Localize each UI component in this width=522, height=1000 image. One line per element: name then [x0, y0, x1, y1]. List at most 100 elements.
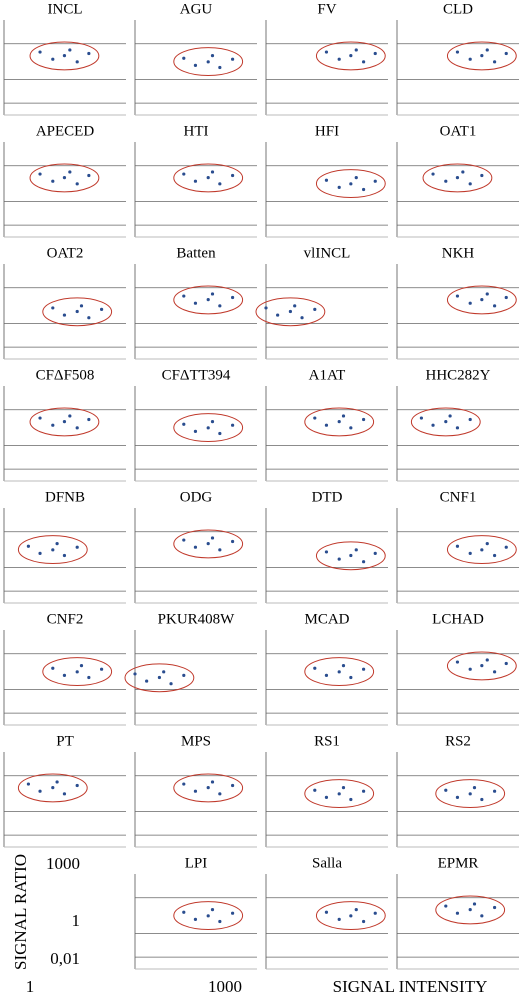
- y-tick-label: 1: [72, 911, 81, 930]
- data-point: [349, 182, 353, 186]
- panel-title: MPS: [181, 733, 211, 749]
- cluster-ellipse: [410, 407, 481, 437]
- panel-title: AGU: [180, 1, 213, 17]
- cluster-ellipse: [173, 413, 244, 442]
- x-tick-label: 1: [26, 977, 35, 996]
- panel-title: ODG: [180, 489, 213, 505]
- data-point: [341, 664, 346, 668]
- panel-title: CLD: [443, 1, 473, 17]
- data-point: [337, 670, 341, 674]
- cluster-ellipse: [29, 163, 100, 193]
- panel-title: OAT2: [47, 245, 84, 261]
- data-point: [68, 48, 72, 52]
- data-point: [493, 789, 497, 793]
- data-point: [206, 298, 210, 302]
- data-point: [68, 414, 72, 418]
- data-point: [169, 682, 173, 686]
- data-point: [504, 51, 508, 56]
- data-point: [485, 658, 489, 662]
- data-point: [362, 789, 366, 793]
- data-point: [182, 910, 186, 914]
- data-point: [68, 170, 72, 174]
- data-point: [26, 782, 30, 786]
- data-point: [324, 423, 329, 427]
- data-point: [504, 295, 508, 300]
- data-point: [51, 57, 55, 61]
- data-point: [373, 51, 377, 56]
- data-point: [51, 179, 55, 183]
- data-point: [324, 178, 329, 182]
- data-point: [300, 316, 304, 320]
- data-point: [431, 423, 435, 427]
- data-point: [87, 173, 91, 178]
- y-axis-label: SIGNAL RATIO: [11, 854, 30, 970]
- data-point: [324, 550, 329, 554]
- data-point: [206, 176, 210, 180]
- data-point: [455, 294, 460, 298]
- data-point: [162, 670, 166, 674]
- cluster-ellipse: [446, 651, 517, 681]
- data-point: [75, 60, 79, 64]
- data-point: [349, 426, 353, 430]
- data-point: [444, 420, 448, 424]
- data-point: [480, 298, 484, 302]
- data-point: [480, 173, 484, 178]
- data-point: [210, 420, 215, 424]
- data-point: [493, 670, 497, 674]
- data-point: [100, 307, 104, 312]
- data-point: [51, 786, 55, 790]
- data-point: [210, 54, 215, 58]
- data-point: [75, 783, 79, 788]
- data-point: [455, 50, 460, 54]
- data-point: [373, 551, 377, 556]
- cluster-ellipse: [304, 407, 375, 437]
- data-point: [337, 557, 341, 561]
- data-point: [55, 780, 59, 784]
- data-point: [75, 309, 79, 314]
- data-point: [444, 179, 448, 183]
- data-point: [38, 789, 42, 793]
- panel-title: EPMR: [438, 855, 479, 871]
- cluster-ellipse: [29, 41, 100, 71]
- data-point: [231, 423, 235, 427]
- data-point: [231, 295, 235, 300]
- data-point: [38, 551, 42, 556]
- data-point: [193, 789, 198, 793]
- data-point: [51, 666, 55, 670]
- data-point: [182, 673, 186, 678]
- data-point: [349, 914, 353, 918]
- data-point: [362, 187, 366, 192]
- cluster-ellipse: [304, 779, 375, 808]
- data-point: [75, 545, 79, 549]
- data-point: [51, 548, 55, 552]
- data-point: [55, 542, 59, 546]
- data-point: [480, 664, 484, 668]
- data-point: [468, 792, 472, 796]
- data-point: [38, 50, 42, 54]
- cluster-ellipse: [315, 169, 386, 198]
- cluster-ellipse: [173, 773, 244, 803]
- data-point: [293, 304, 297, 308]
- data-point: [337, 420, 341, 424]
- data-point: [337, 917, 341, 922]
- x-tick-label: 1000: [208, 977, 242, 996]
- panel-title: LCHAD: [432, 611, 484, 627]
- data-point: [493, 304, 497, 308]
- x-axis-label: SIGNAL INTENSITY: [333, 977, 488, 996]
- data-point: [87, 316, 91, 320]
- panel-title: A1AT: [309, 367, 346, 383]
- panel-title: DFNB: [45, 489, 85, 505]
- data-point: [349, 797, 353, 802]
- data-point: [157, 675, 161, 680]
- panel-title: HHC282Y: [425, 367, 490, 383]
- data-point: [444, 904, 448, 908]
- data-point: [218, 548, 222, 552]
- data-point: [468, 182, 472, 186]
- data-point: [26, 544, 30, 548]
- data-point: [448, 414, 452, 418]
- cluster-ellipse: [435, 895, 506, 925]
- panel-title: Salla: [312, 855, 342, 871]
- data-point: [468, 551, 472, 556]
- panel-title: NKH: [442, 245, 475, 261]
